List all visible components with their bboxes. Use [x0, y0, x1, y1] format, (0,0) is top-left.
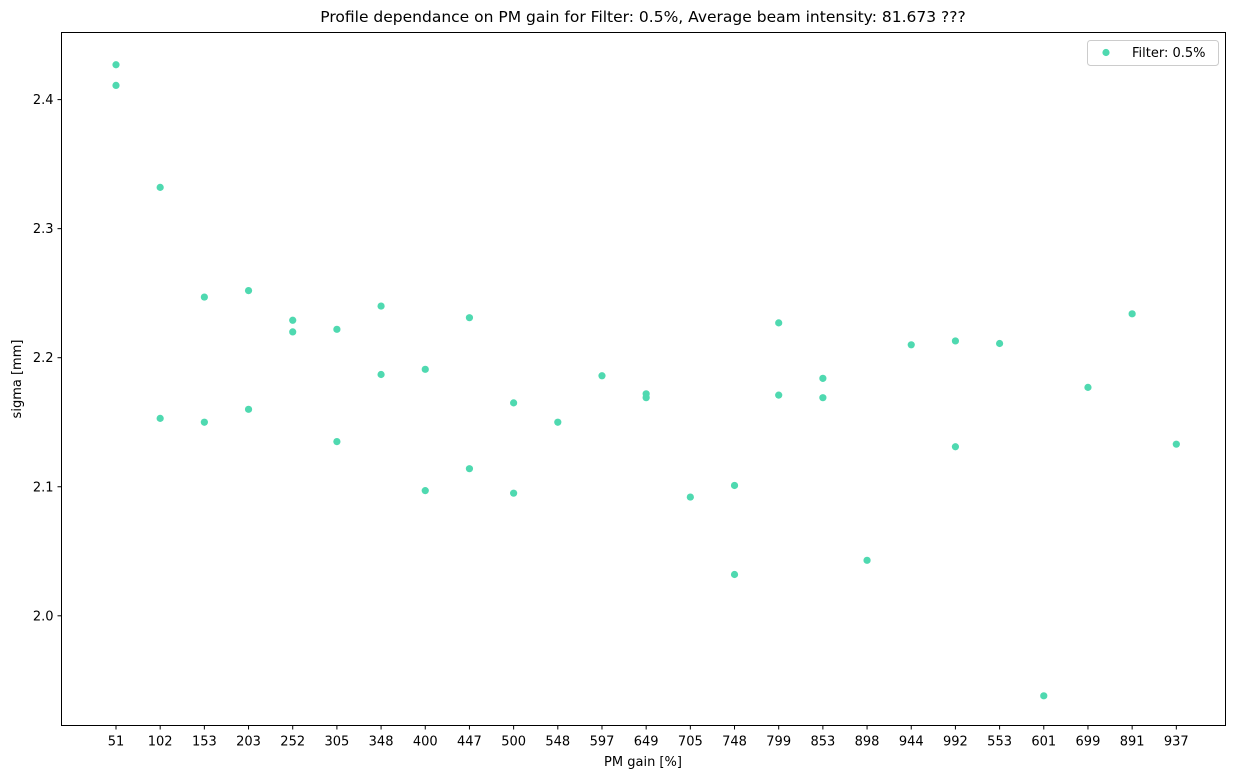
- y-tick-label: 2.0: [33, 609, 54, 624]
- data-point: [907, 341, 915, 349]
- data-point: [996, 339, 1004, 348]
- x-tick-label: 252: [280, 735, 305, 750]
- x-tick-label: 597: [590, 735, 615, 750]
- data-point: [377, 302, 385, 310]
- data-point: [642, 394, 650, 402]
- y-axis-label: sigma [mm]: [10, 340, 25, 419]
- data-point: [951, 337, 960, 345]
- x-tick-label: 944: [899, 735, 924, 750]
- y-tick-label: 2.1: [33, 480, 54, 495]
- data-point: [156, 414, 164, 422]
- data-point: [1084, 383, 1092, 391]
- x-tick-label: 992: [943, 735, 968, 750]
- data-point: [554, 418, 562, 426]
- x-axis-ticks: 51 102 153 203 252 305 348 400 447 500 548 597 649 70…: [108, 725, 1189, 750]
- data-point: [244, 287, 253, 295]
- y-tick-label: 2.3: [33, 222, 54, 237]
- data-point: [333, 325, 341, 333]
- x-tick-label: 51: [108, 735, 125, 750]
- x-tick-label: 305: [324, 735, 349, 750]
- data-point: [686, 493, 694, 501]
- data-point: [819, 394, 827, 402]
- data-point: [421, 365, 429, 373]
- plot-area: [61, 32, 1226, 726]
- x-tick-label: 699: [1076, 735, 1101, 750]
- x-tick-label: 853: [810, 735, 835, 750]
- data-point: [112, 61, 120, 69]
- x-tick-label: 748: [722, 735, 747, 750]
- data-point: [1040, 692, 1048, 700]
- x-axis-label: PM gain [%]: [604, 755, 682, 770]
- data-point: [730, 481, 739, 490]
- chart-title: Profile dependance on PM gain for Filter…: [320, 8, 965, 26]
- data-point: [200, 293, 208, 301]
- data-point: [775, 319, 783, 327]
- x-tick-label: 799: [766, 735, 791, 750]
- data-point: [289, 316, 297, 324]
- data-point: [510, 489, 518, 497]
- data-point: [377, 370, 385, 379]
- y-tick-label: 2.4: [33, 93, 54, 108]
- data-point: [730, 570, 739, 579]
- data-point: [289, 328, 297, 336]
- legend-box: [1087, 40, 1219, 66]
- y-tick-label: 2.2: [33, 351, 54, 366]
- x-tick-label: 898: [855, 735, 880, 750]
- legend: Filter: 0.5%: [1087, 40, 1219, 66]
- y-axis-ticks: 2.0 2.1 2.2 2.3 2.4: [33, 93, 62, 624]
- x-tick-label: 553: [987, 735, 1012, 750]
- data-point: [421, 487, 429, 495]
- data-point: [1172, 440, 1180, 448]
- legend-marker: [1102, 48, 1110, 57]
- data-point: [156, 183, 164, 191]
- data-point: [819, 374, 827, 382]
- x-tick-label: 203: [236, 735, 261, 750]
- data-point: [465, 465, 474, 473]
- data-point: [112, 81, 120, 90]
- data-point: [1128, 310, 1136, 318]
- x-tick-label: 891: [1120, 735, 1145, 750]
- data-point: [775, 391, 783, 399]
- data-point: [244, 405, 253, 413]
- data-point: [465, 314, 474, 322]
- data-point: [951, 443, 960, 451]
- x-tick-label: 447: [457, 735, 482, 750]
- data-points: [112, 61, 1180, 700]
- data-point: [333, 437, 341, 446]
- data-point: [598, 372, 606, 380]
- data-point: [200, 418, 208, 426]
- x-tick-label: 601: [1031, 735, 1056, 750]
- x-tick-label: 705: [678, 735, 703, 750]
- x-tick-label: 102: [148, 735, 173, 750]
- x-tick-label: 153: [192, 735, 217, 750]
- x-tick-label: 400: [413, 735, 438, 750]
- x-tick-label: 937: [1164, 735, 1189, 750]
- x-tick-label: 500: [501, 735, 526, 750]
- x-tick-label: 548: [545, 735, 570, 750]
- legend-label: Filter: 0.5%: [1132, 46, 1206, 61]
- data-point: [863, 556, 871, 564]
- data-point: [510, 399, 518, 407]
- x-tick-label: 649: [634, 735, 659, 750]
- x-tick-label: 348: [369, 735, 394, 750]
